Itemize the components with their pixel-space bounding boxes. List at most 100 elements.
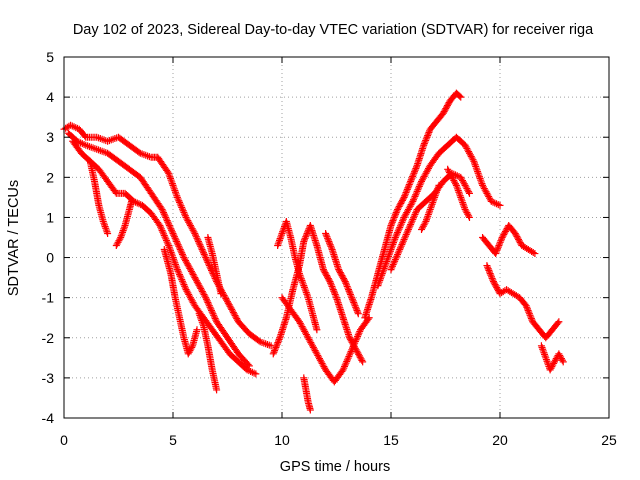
data-point	[443, 102, 451, 110]
data-point	[295, 270, 303, 278]
data-point	[397, 242, 405, 250]
data-point	[340, 275, 348, 283]
data-point	[389, 261, 397, 269]
data-point	[469, 156, 477, 164]
data-point	[342, 279, 350, 287]
data-point	[171, 260, 179, 268]
data-point	[207, 305, 215, 313]
data-point	[203, 257, 211, 265]
data-point	[180, 208, 188, 216]
data-point	[538, 344, 546, 352]
data-point	[197, 284, 205, 292]
data-point	[412, 189, 420, 197]
data-point	[402, 230, 410, 238]
data-point	[202, 255, 210, 263]
data-point	[229, 308, 237, 316]
series-track-e	[112, 197, 136, 250]
data-point	[453, 183, 461, 191]
data-point	[540, 349, 548, 357]
data-point	[173, 239, 181, 247]
data-point	[410, 214, 418, 222]
data-point	[353, 334, 361, 342]
data-point	[164, 240, 172, 248]
series-track-t	[483, 262, 563, 342]
data-point	[339, 366, 347, 374]
grid-lines	[64, 57, 609, 418]
data-point	[196, 283, 204, 291]
data-point	[196, 241, 204, 249]
data-point	[198, 246, 206, 254]
data-point	[158, 205, 166, 213]
data-point	[523, 303, 531, 311]
data-point	[322, 270, 330, 278]
series-track-f	[160, 246, 201, 358]
data-point	[424, 132, 432, 140]
data-point	[299, 280, 307, 288]
plot-frame	[63, 56, 610, 419]
data-point	[200, 249, 208, 257]
data-point	[391, 212, 399, 220]
data-point	[485, 266, 493, 274]
data-point	[326, 239, 334, 247]
data-point	[297, 275, 305, 283]
series-track-d	[86, 157, 112, 237]
data-point	[135, 148, 143, 156]
data-point	[390, 237, 398, 245]
data-point	[420, 141, 428, 149]
series-track-r	[444, 165, 473, 221]
data-point	[498, 234, 506, 241]
data-point	[180, 254, 188, 262]
data-point	[178, 276, 186, 284]
data-point	[306, 406, 314, 414]
data-point	[394, 204, 402, 212]
data-point	[168, 228, 176, 236]
data-point	[406, 179, 414, 187]
data-point	[388, 244, 396, 252]
data-point	[181, 255, 189, 263]
data-point	[516, 239, 524, 247]
data-point	[500, 230, 508, 238]
data-point	[513, 232, 521, 240]
data-point	[491, 281, 499, 289]
data-point	[496, 240, 504, 248]
data-point	[537, 342, 545, 350]
data-point	[344, 284, 352, 292]
data-point	[304, 292, 312, 300]
data-point	[201, 252, 209, 260]
data-point	[471, 161, 479, 169]
data-point	[175, 242, 183, 250]
data-point	[162, 235, 170, 243]
data-point	[343, 358, 351, 366]
data-point	[394, 205, 402, 213]
y-tick-label: 5	[46, 49, 54, 65]
data-point	[167, 176, 175, 184]
data-point	[392, 254, 400, 262]
data-points	[60, 89, 567, 414]
data-point	[390, 215, 398, 223]
y-tick-label: 3	[46, 129, 54, 145]
series-track-k	[278, 294, 373, 386]
data-point	[178, 277, 186, 285]
data-point	[190, 228, 198, 236]
data-point	[119, 227, 127, 235]
data-point	[389, 239, 397, 247]
data-point	[185, 263, 193, 271]
data-point	[205, 302, 213, 310]
data-point	[522, 302, 530, 310]
data-point	[474, 169, 482, 177]
data-point	[330, 287, 338, 295]
data-point	[277, 231, 285, 239]
data-point	[353, 307, 361, 315]
data-point	[376, 276, 384, 284]
data-point	[196, 313, 204, 321]
data-point	[401, 192, 409, 200]
series-track-j	[274, 217, 321, 334]
data-point	[398, 198, 406, 206]
y-tick-label: -3	[42, 370, 55, 386]
data-point	[434, 185, 442, 193]
data-point	[169, 229, 177, 237]
data-point	[210, 311, 218, 319]
data-point	[407, 176, 415, 184]
data-point	[394, 249, 402, 257]
